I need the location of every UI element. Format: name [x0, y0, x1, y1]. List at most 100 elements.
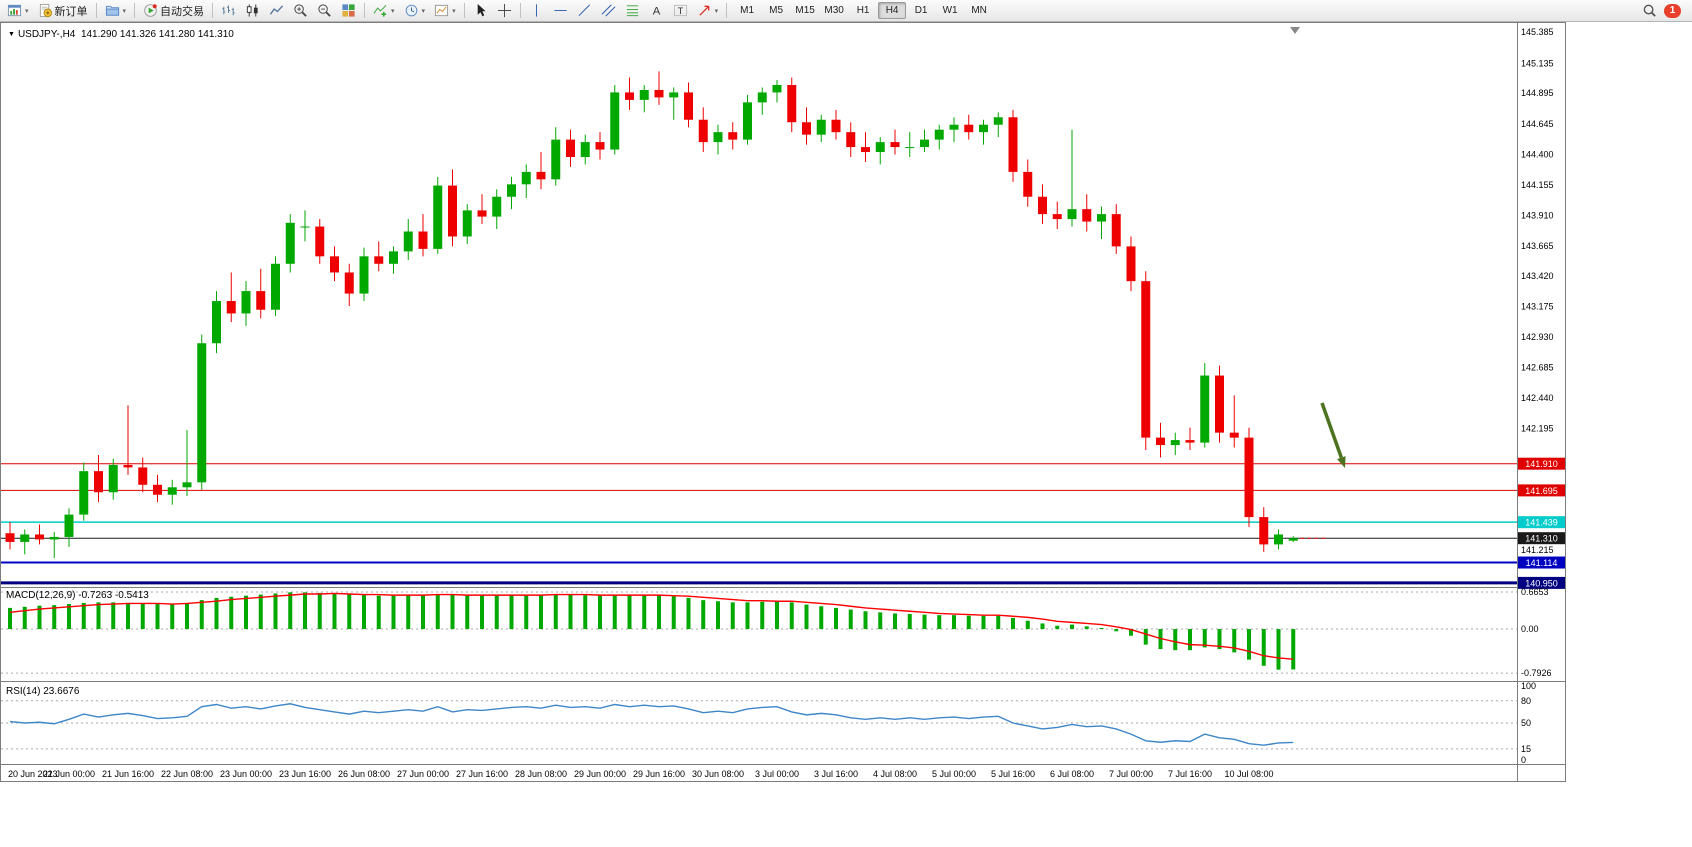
tf-button-d1[interactable]: D1	[914, 5, 928, 16]
new-order-button[interactable]: 新订单	[34, 0, 92, 21]
rsi-axis-label: 80	[1521, 696, 1531, 706]
candle-body	[816, 119, 826, 135]
macd-bar	[878, 612, 883, 630]
arrows-button[interactable]: ▾	[693, 0, 723, 21]
macd-bar	[745, 602, 750, 630]
horizontal-line-button[interactable]	[549, 0, 572, 21]
price-axis-label: 142.195	[1521, 423, 1554, 433]
text-button[interactable]: A	[645, 0, 668, 21]
macd-axis-label: 0.6653	[1521, 587, 1549, 597]
dropdown-caret: ▾	[714, 7, 719, 15]
candle-body	[256, 291, 266, 310]
macd-bar	[1099, 627, 1104, 630]
candle-body	[285, 222, 295, 264]
candle-body	[698, 119, 708, 143]
chart-canvas[interactable]: 145.385 145.135 144.895 144.645 144.400 144.1…	[0, 22, 1692, 847]
candle-body	[1097, 214, 1106, 222]
time-label: 29 Jun 00:00	[574, 769, 626, 779]
time-label: 3 Jul 00:00	[755, 769, 799, 779]
candle-body	[374, 256, 384, 264]
zoom-out-button[interactable]	[313, 0, 336, 21]
macd-bar	[465, 595, 470, 630]
macd-bar	[199, 600, 204, 630]
time-label: 5 Jul 00:00	[932, 769, 976, 779]
macd-bar	[81, 602, 86, 630]
candle-body	[757, 92, 767, 103]
search-button[interactable]	[1638, 0, 1661, 21]
vertical-line-button[interactable]	[525, 0, 548, 21]
profiles-button[interactable]: ▾	[101, 0, 131, 21]
time-label: 30 Jun 08:00	[692, 769, 744, 779]
cursor-icon	[477, 3, 486, 17]
candle-body	[1156, 437, 1165, 446]
fibonacci-button[interactable]	[621, 0, 644, 21]
bar-chart-icon	[222, 5, 235, 16]
clock-icon	[405, 4, 417, 17]
candle-body	[477, 210, 487, 217]
tf-button-h4[interactable]: H4	[878, 2, 907, 19]
tf-button-m15[interactable]: M15	[795, 5, 815, 16]
macd-bar	[155, 604, 160, 630]
macd-bar	[775, 601, 779, 630]
candle-body	[359, 256, 369, 294]
macd-bar	[1084, 626, 1089, 630]
price-axis-label: 143.665	[1521, 241, 1554, 251]
macd-bar	[701, 600, 706, 630]
candle-body	[831, 119, 841, 133]
candle-body	[580, 142, 590, 157]
candle-body	[433, 185, 443, 249]
candle-body	[610, 92, 620, 150]
tf-button-m5[interactable]: M5	[769, 5, 784, 16]
tf-button-mn[interactable]: MN	[971, 5, 987, 16]
candle-body	[802, 122, 811, 135]
indicators-icon	[373, 5, 387, 17]
macd-bar	[937, 615, 942, 630]
macd-bar	[406, 595, 411, 630]
candle-body	[1082, 209, 1092, 222]
macd-bar	[273, 593, 278, 630]
time-label: 21 Jun 16:00	[102, 769, 154, 779]
indicators-button[interactable]: ▾	[369, 0, 399, 21]
tf-button-w1[interactable]: W1	[942, 5, 958, 16]
price-line-label: 140.950	[1525, 578, 1558, 588]
candle-body	[595, 142, 605, 150]
macd-bar	[730, 602, 735, 630]
macd-bar	[1129, 629, 1133, 636]
macd-bar	[67, 604, 71, 630]
candle-body	[1259, 517, 1269, 545]
crosshair-button[interactable]	[493, 0, 516, 21]
equidistant-channel-button[interactable]	[597, 0, 620, 21]
vertical-line-icon	[535, 4, 537, 17]
macd-bar	[952, 615, 956, 630]
macd-bar	[8, 607, 12, 630]
tf-button-m1[interactable]: M1	[740, 5, 755, 16]
text-icon: A	[652, 6, 660, 18]
zoom-out-icon	[318, 4, 331, 17]
price-line-label: 141.310	[1525, 534, 1558, 544]
periods-button[interactable]: ▾	[400, 0, 430, 21]
trendline-button[interactable]	[573, 0, 596, 21]
rsi-axis-label: 50	[1521, 718, 1531, 728]
new-chart-button[interactable]: ▾	[3, 0, 33, 21]
tf-button-h1[interactable]: H1	[856, 5, 870, 16]
macd-bar	[1114, 629, 1119, 632]
cursor-button[interactable]	[469, 0, 492, 21]
tf-button-m30[interactable]: M30	[824, 5, 844, 16]
candle-body	[1141, 281, 1151, 438]
candle-body	[182, 482, 192, 488]
candle-body	[1067, 209, 1077, 220]
price-axis-label: 144.895	[1521, 88, 1554, 98]
candle-body	[389, 251, 398, 264]
bar-chart-button[interactable]	[217, 0, 240, 21]
tile-windows-button[interactable]	[337, 0, 360, 21]
notification-badge[interactable]: 1	[1664, 3, 1681, 18]
candle-body	[271, 263, 280, 310]
auto-trading-button[interactable]: 自动交易	[139, 0, 208, 21]
templates-button[interactable]: ▾	[430, 0, 460, 21]
line-chart-button[interactable]	[265, 0, 288, 21]
zoom-in-button[interactable]	[289, 0, 312, 21]
candlestick-chart-button[interactable]	[241, 0, 264, 21]
candle-body	[138, 467, 148, 485]
text-label-button[interactable]: T	[669, 0, 692, 21]
macd-bar	[214, 597, 219, 630]
